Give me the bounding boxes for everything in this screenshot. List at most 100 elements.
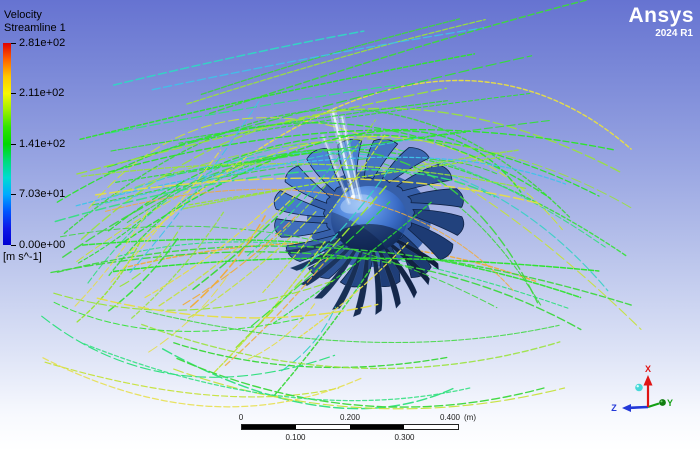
ansys-release-text: 2024 R1 (655, 28, 693, 39)
streamline (182, 216, 296, 306)
fan-blade (396, 164, 453, 192)
streamline (75, 156, 567, 207)
streamline (104, 188, 514, 291)
streamline (44, 361, 340, 398)
y-ball-highlight (660, 400, 663, 403)
ruler-top-label: 0.400 (439, 413, 461, 422)
streamline (145, 310, 560, 344)
ruler-top-label: 0.200 (339, 413, 361, 422)
streamline (110, 100, 448, 152)
streamline (151, 26, 487, 91)
x-axis-label: X (645, 364, 651, 374)
streamline (83, 343, 471, 402)
streamline (56, 245, 634, 307)
x-axis-arrowhead (643, 375, 653, 386)
streamline (178, 93, 531, 144)
streamline (50, 251, 582, 331)
ruler-top-label: 0 (238, 413, 244, 422)
legend-tick-label: 2.81e+02 (19, 36, 66, 49)
fan-lower-blade (371, 249, 383, 316)
streamline (262, 134, 386, 293)
streamline (208, 0, 590, 115)
scale-ruler-bar (241, 424, 459, 430)
streamline (76, 135, 563, 263)
streamline (110, 149, 222, 283)
fan-lower-blade (391, 236, 439, 271)
y-axis-arrow[interactable] (647, 402, 660, 409)
streamline (96, 137, 419, 206)
streamline (272, 201, 433, 324)
fan-lower-blade (331, 250, 364, 311)
streamline (106, 55, 533, 168)
ruler-bottom-label: 0.300 (394, 433, 415, 442)
streamline (76, 87, 447, 175)
streamline (173, 342, 448, 369)
streamline (60, 225, 498, 309)
streamline (187, 211, 317, 319)
streamline (144, 190, 287, 299)
ruler-bottom-label: 0.100 (285, 433, 306, 442)
streamline (76, 234, 144, 323)
legend-unit: [m s^-1] (3, 251, 42, 263)
streamline (112, 257, 600, 273)
streamline (189, 215, 266, 308)
streamline (224, 257, 329, 367)
view-ball-highlight (636, 385, 639, 388)
streamline (273, 268, 371, 397)
legend-tick-label: 1.41e+02 (19, 137, 66, 150)
streamline (53, 279, 336, 311)
y-axis-ball[interactable] (659, 399, 666, 406)
ruler-segment (350, 425, 404, 429)
streamline (254, 119, 377, 260)
velocity-legend: Velocity Streamline 1 2.81e+02 2.11e+02 1.… (0, 0, 130, 290)
view-orientation-ball[interactable] (635, 383, 643, 392)
z-axis-label: Z (611, 403, 617, 413)
legend-tick-label: 2.11e+02 (19, 87, 65, 99)
streamline (176, 357, 545, 408)
legend-subtitle: Streamline 1 (4, 22, 66, 34)
legend-tick-label: 0.00e+00 (19, 238, 66, 251)
streamline (54, 168, 496, 223)
streamline (161, 348, 455, 410)
light-streak-core (331, 110, 356, 198)
legend-tick-mark (11, 244, 16, 246)
ruler-segment (242, 425, 296, 429)
streamline (42, 357, 362, 408)
streamline (96, 297, 379, 319)
streamline (107, 128, 616, 173)
streamline (63, 108, 571, 235)
streamline (108, 84, 399, 134)
legend-tick-mark (11, 143, 16, 145)
streamline (247, 139, 353, 257)
axis-triad[interactable]: Z Y X (603, 363, 683, 419)
streamline (112, 30, 365, 86)
streamline (112, 151, 609, 292)
streamline (300, 168, 390, 272)
z-axis-arrowhead (622, 404, 631, 412)
fan-blade (364, 138, 399, 180)
z-axis-arrow[interactable] (629, 405, 649, 410)
legend-title: Velocity (4, 9, 42, 21)
legend-tick-mark (11, 194, 16, 195)
streamline (186, 18, 486, 105)
streamline (81, 163, 527, 190)
ruler-unit-label: (m) (464, 413, 476, 422)
streamline (108, 237, 179, 312)
legend-tick-mark (11, 42, 16, 44)
streamline (115, 131, 466, 183)
streamline (74, 210, 149, 307)
streamline (141, 323, 561, 370)
ruler-segment (296, 425, 350, 429)
legend-tick-label: 7.03e+01 (19, 188, 66, 200)
streamline (94, 177, 542, 205)
streamline (148, 271, 231, 353)
streamline (88, 117, 642, 330)
streamline (247, 302, 316, 360)
fan-blade (407, 188, 464, 208)
streamline (158, 195, 296, 307)
scale-ruler: 0 0.200 0.400 (m) 0.100 0.300 (236, 413, 492, 445)
ansys-brand-text: Ansys (628, 4, 694, 27)
streamline (80, 107, 624, 241)
